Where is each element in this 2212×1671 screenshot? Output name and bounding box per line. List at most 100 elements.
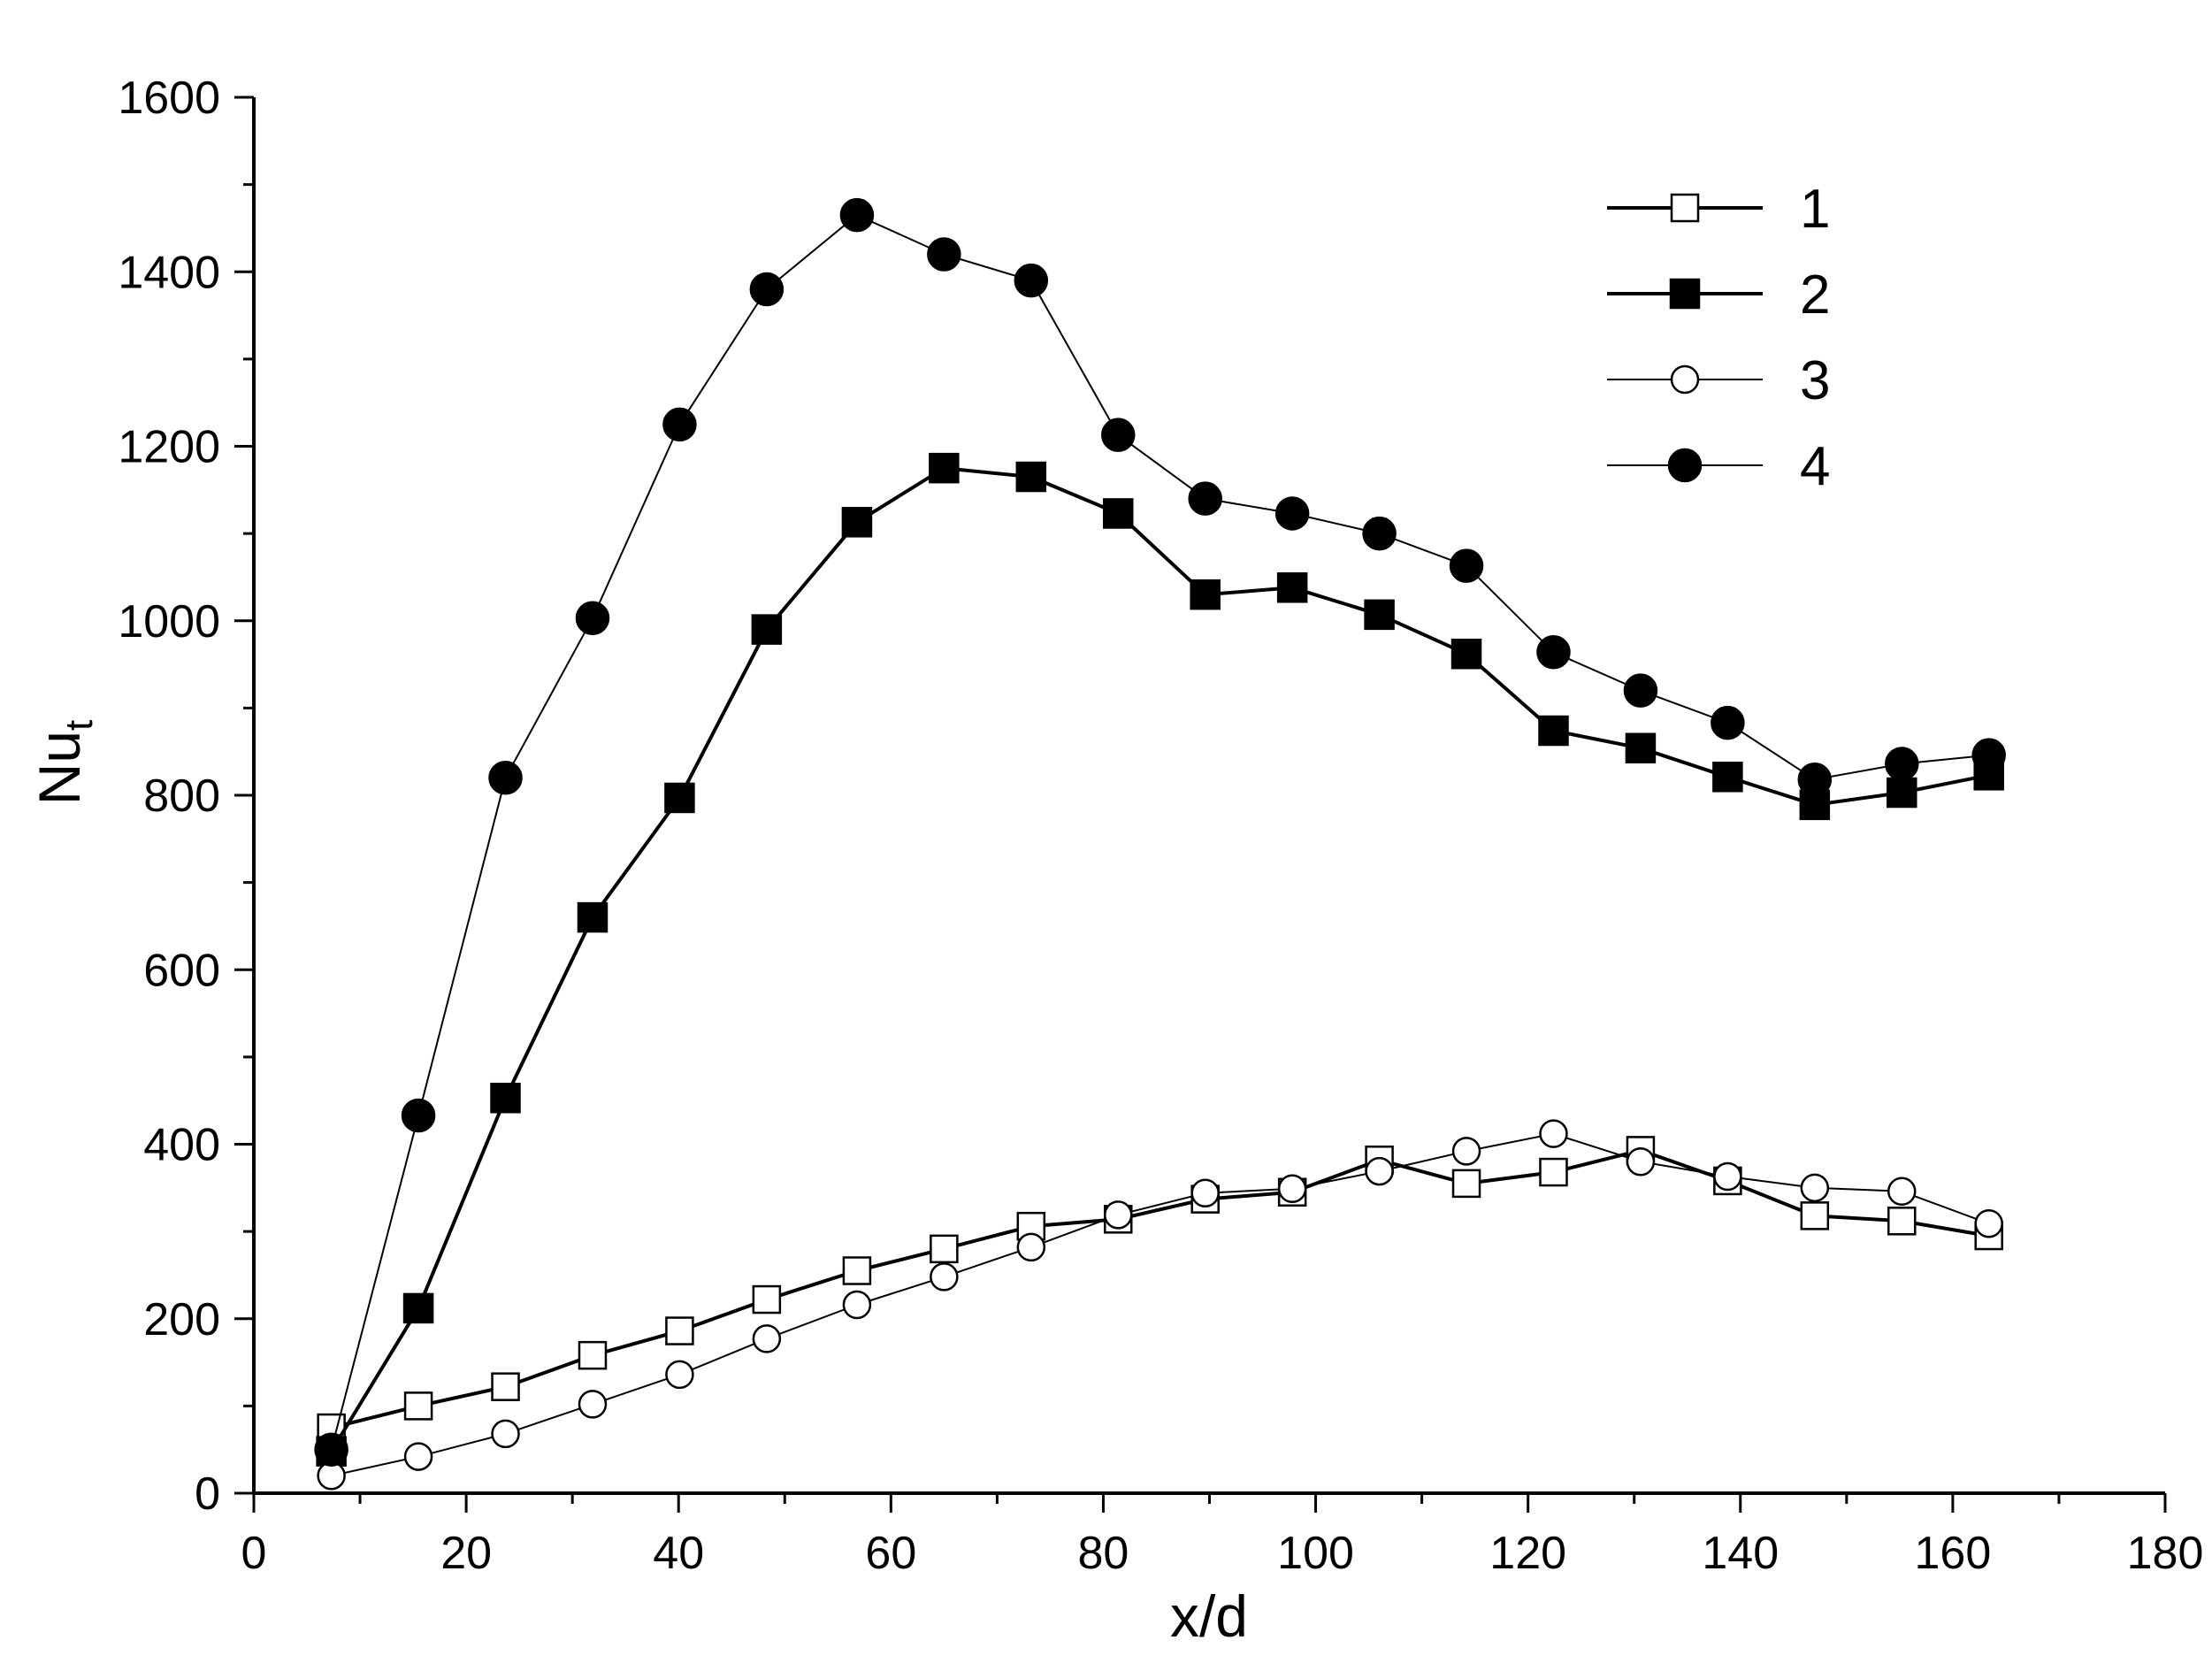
- data-point: [839, 197, 875, 233]
- x-tick-label: 0: [241, 1528, 267, 1579]
- data-point: [1797, 762, 1833, 797]
- legend-marker: [1667, 448, 1703, 483]
- x-tick-label: 20: [440, 1528, 492, 1579]
- data-point: [1887, 1177, 1917, 1207]
- data-point: [491, 1372, 520, 1401]
- data-point: [403, 1442, 433, 1471]
- data-point: [1539, 1157, 1568, 1187]
- data-point: [1626, 1146, 1656, 1177]
- data-point: [1451, 1137, 1481, 1166]
- data-point: [749, 272, 785, 307]
- data-point: [1625, 732, 1657, 763]
- data-point: [488, 761, 523, 795]
- data-point: [1974, 1208, 2003, 1238]
- series-4: [314, 197, 2006, 1467]
- data-point: [1362, 516, 1397, 551]
- data-point: [1276, 572, 1308, 603]
- x-tick-label: 60: [865, 1528, 916, 1579]
- data-point: [752, 1324, 782, 1353]
- legend-marker: [1669, 278, 1701, 310]
- data-point: [490, 1082, 521, 1114]
- data-point: [1016, 1232, 1046, 1262]
- x-tick-label: 120: [1489, 1528, 1566, 1579]
- data-point: [575, 601, 610, 636]
- x-tick-label: 100: [1277, 1528, 1354, 1579]
- legend-marker: [1670, 364, 1700, 395]
- data-point: [1364, 599, 1395, 631]
- data-point: [1101, 418, 1136, 452]
- series-layer: [314, 197, 2006, 1491]
- data-point: [1887, 1207, 1917, 1236]
- legend-item-2: 2: [1607, 264, 1830, 326]
- y-tick-label: 1000: [118, 596, 220, 648]
- data-point: [927, 237, 961, 272]
- data-point: [1800, 1201, 1830, 1230]
- y-tick-label: 1400: [118, 247, 220, 298]
- y-tick-label: 0: [195, 1468, 220, 1520]
- data-point: [401, 1098, 436, 1133]
- data-point: [662, 407, 697, 442]
- y-tick-label: 400: [143, 1120, 220, 1171]
- data-point: [664, 782, 695, 814]
- data-point: [1711, 705, 1745, 740]
- data-point: [1274, 496, 1310, 531]
- data-point: [1623, 673, 1658, 708]
- data-point: [1800, 1173, 1830, 1203]
- series-2: [316, 452, 2004, 1467]
- data-point: [1014, 263, 1049, 298]
- data-point: [402, 1292, 434, 1324]
- data-point: [1190, 1178, 1220, 1207]
- y-tick-label: 800: [143, 770, 220, 822]
- x-tick-label: 160: [1915, 1528, 1992, 1579]
- legend-item-3: 3: [1607, 350, 1830, 411]
- legend-item-4: 4: [1607, 436, 1830, 497]
- data-point: [665, 1316, 694, 1345]
- data-point: [1450, 638, 1482, 670]
- legend: 1 2 3 4: [1607, 179, 1830, 497]
- y-axis-label: Nut: [27, 720, 101, 806]
- data-point: [1538, 715, 1569, 747]
- data-point: [1104, 1200, 1133, 1230]
- series-line: [331, 1132, 1990, 1477]
- data-point: [842, 1256, 872, 1285]
- data-point: [1536, 635, 1571, 670]
- data-point: [1885, 747, 1919, 781]
- data-point: [1190, 579, 1221, 610]
- legend-label: 3: [1800, 350, 1830, 411]
- data-point: [314, 1432, 348, 1467]
- data-point: [1713, 1161, 1742, 1192]
- x-tick-label: 40: [653, 1528, 704, 1579]
- data-point: [929, 452, 960, 484]
- data-point: [403, 1391, 433, 1421]
- legend-label: 4: [1800, 436, 1830, 497]
- data-point: [752, 1284, 782, 1315]
- data-point: [1887, 777, 1917, 809]
- data-point: [1365, 1156, 1394, 1186]
- data-point: [842, 1290, 872, 1320]
- data-point: [578, 1390, 608, 1419]
- data-point: [577, 901, 608, 933]
- y-tick-label: 1600: [118, 73, 220, 124]
- data-point: [578, 1340, 608, 1370]
- data-point: [1451, 1169, 1481, 1199]
- legend-marker: [1670, 193, 1700, 223]
- data-point: [1712, 762, 1743, 793]
- data-point: [665, 1360, 694, 1390]
- data-point: [491, 1419, 520, 1449]
- x-tick-label: 180: [2127, 1528, 2204, 1579]
- axes: 0 20 40 60 80 100 120 140 160 180 0 200 400 600 800 100…: [118, 73, 2203, 1579]
- legend-label: 1: [1800, 179, 1830, 240]
- x-tick-label: 140: [1702, 1528, 1779, 1579]
- y-axis-label-subscript: t: [57, 720, 101, 731]
- data-point: [1277, 1174, 1307, 1204]
- x-axis-label: x/d: [1170, 1583, 1248, 1649]
- legend-label: 2: [1800, 264, 1830, 326]
- data-point: [930, 1262, 959, 1292]
- legend-item-1: 1: [1607, 179, 1830, 240]
- data-point: [751, 614, 783, 645]
- data-point: [841, 507, 873, 538]
- data-point: [1539, 1119, 1568, 1148]
- series-line: [331, 1148, 1990, 1430]
- data-point: [1449, 548, 1484, 583]
